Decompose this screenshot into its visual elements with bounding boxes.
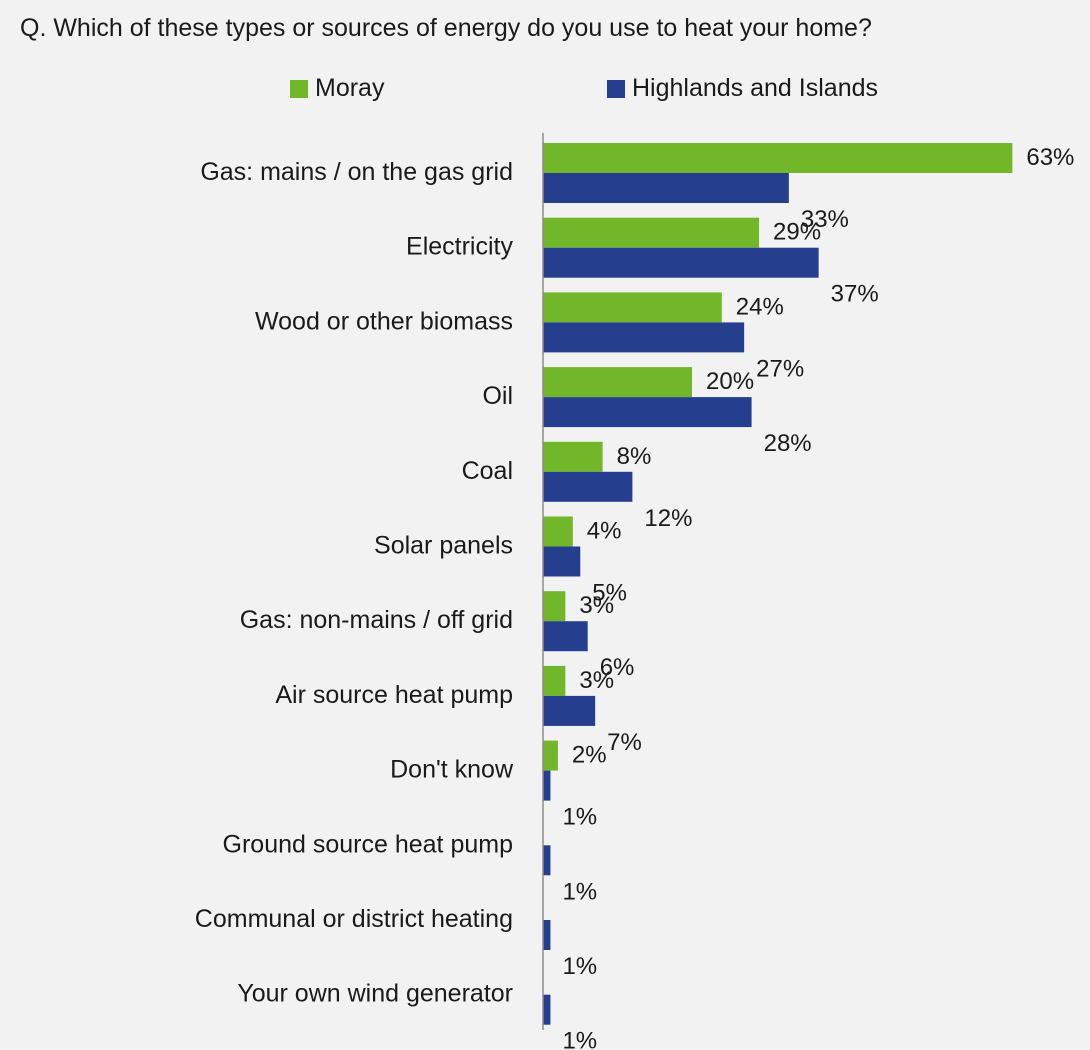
data-label: 1% <box>562 804 597 831</box>
data-label: 24% <box>736 293 784 320</box>
bar-highlands <box>543 546 581 577</box>
data-label: 1% <box>562 1028 597 1050</box>
data-label: 2% <box>572 742 607 769</box>
bar-highlands <box>543 322 745 353</box>
question-title: Q. Which of these types or sources of en… <box>20 14 872 42</box>
data-label: 28% <box>764 430 812 457</box>
bar-moray <box>543 591 566 622</box>
data-label: 6% <box>600 654 635 681</box>
bar-moray <box>543 516 573 547</box>
data-label: 37% <box>831 281 879 308</box>
legend-swatch-highlands <box>607 79 625 98</box>
bar-highlands <box>543 173 789 203</box>
bar-moray <box>543 143 1013 173</box>
bar-moray <box>543 367 692 398</box>
data-label: 27% <box>756 355 804 382</box>
bar-highlands <box>543 247 819 278</box>
bar-highlands <box>543 695 596 726</box>
data-label: 20% <box>706 368 754 395</box>
bar-highlands <box>543 994 551 1025</box>
legend-item-moray: Moray <box>290 74 384 103</box>
data-label: 4% <box>587 518 622 545</box>
data-label: 1% <box>562 878 597 905</box>
legend-swatch-moray <box>290 79 308 98</box>
data-label: 7% <box>607 729 642 756</box>
data-label: 33% <box>801 206 849 233</box>
data-label: 5% <box>592 580 627 607</box>
category-label: Gas: non-mains / off grid <box>240 606 513 634</box>
category-label: Your own wind generator <box>237 980 513 1008</box>
bar-highlands <box>543 845 551 876</box>
bar-highlands <box>543 397 752 428</box>
category-label: Solar panels <box>374 532 513 560</box>
bar-moray <box>543 217 760 248</box>
data-label: 1% <box>562 953 597 980</box>
data-label: 12% <box>644 505 692 532</box>
bar-moray <box>543 292 722 323</box>
legend-label-moray: Moray <box>315 74 385 102</box>
category-label: Wood or other biomass <box>255 307 513 335</box>
category-label: Gas: mains / on the gas grid <box>200 158 513 186</box>
data-label: 8% <box>617 443 652 470</box>
data-label: 63% <box>1026 144 1074 171</box>
bar-highlands <box>543 621 588 652</box>
bar-moray <box>543 441 603 472</box>
bar-highlands <box>543 920 551 950</box>
legend: Moray Highlands and Islands <box>0 74 1090 104</box>
legend-label-highlands: Highlands and Islands <box>632 74 878 102</box>
bar-highlands <box>543 471 633 502</box>
category-label: Coal <box>462 457 513 485</box>
data-label: 29% <box>773 219 821 246</box>
data-label: 3% <box>579 667 614 694</box>
category-label: Ground source heat pump <box>223 830 513 858</box>
category-label: Communal or district heating <box>195 905 513 933</box>
data-label: 3% <box>579 592 614 619</box>
category-label: Electricity <box>406 233 513 261</box>
category-label: Oil <box>482 382 513 410</box>
bar-moray <box>543 665 566 696</box>
bar-moray <box>543 740 558 771</box>
bar-highlands <box>543 770 551 801</box>
category-label: Air source heat pump <box>275 681 513 709</box>
category-label: Don't know <box>390 756 514 784</box>
legend-item-highlands: Highlands and Islands <box>607 74 878 103</box>
